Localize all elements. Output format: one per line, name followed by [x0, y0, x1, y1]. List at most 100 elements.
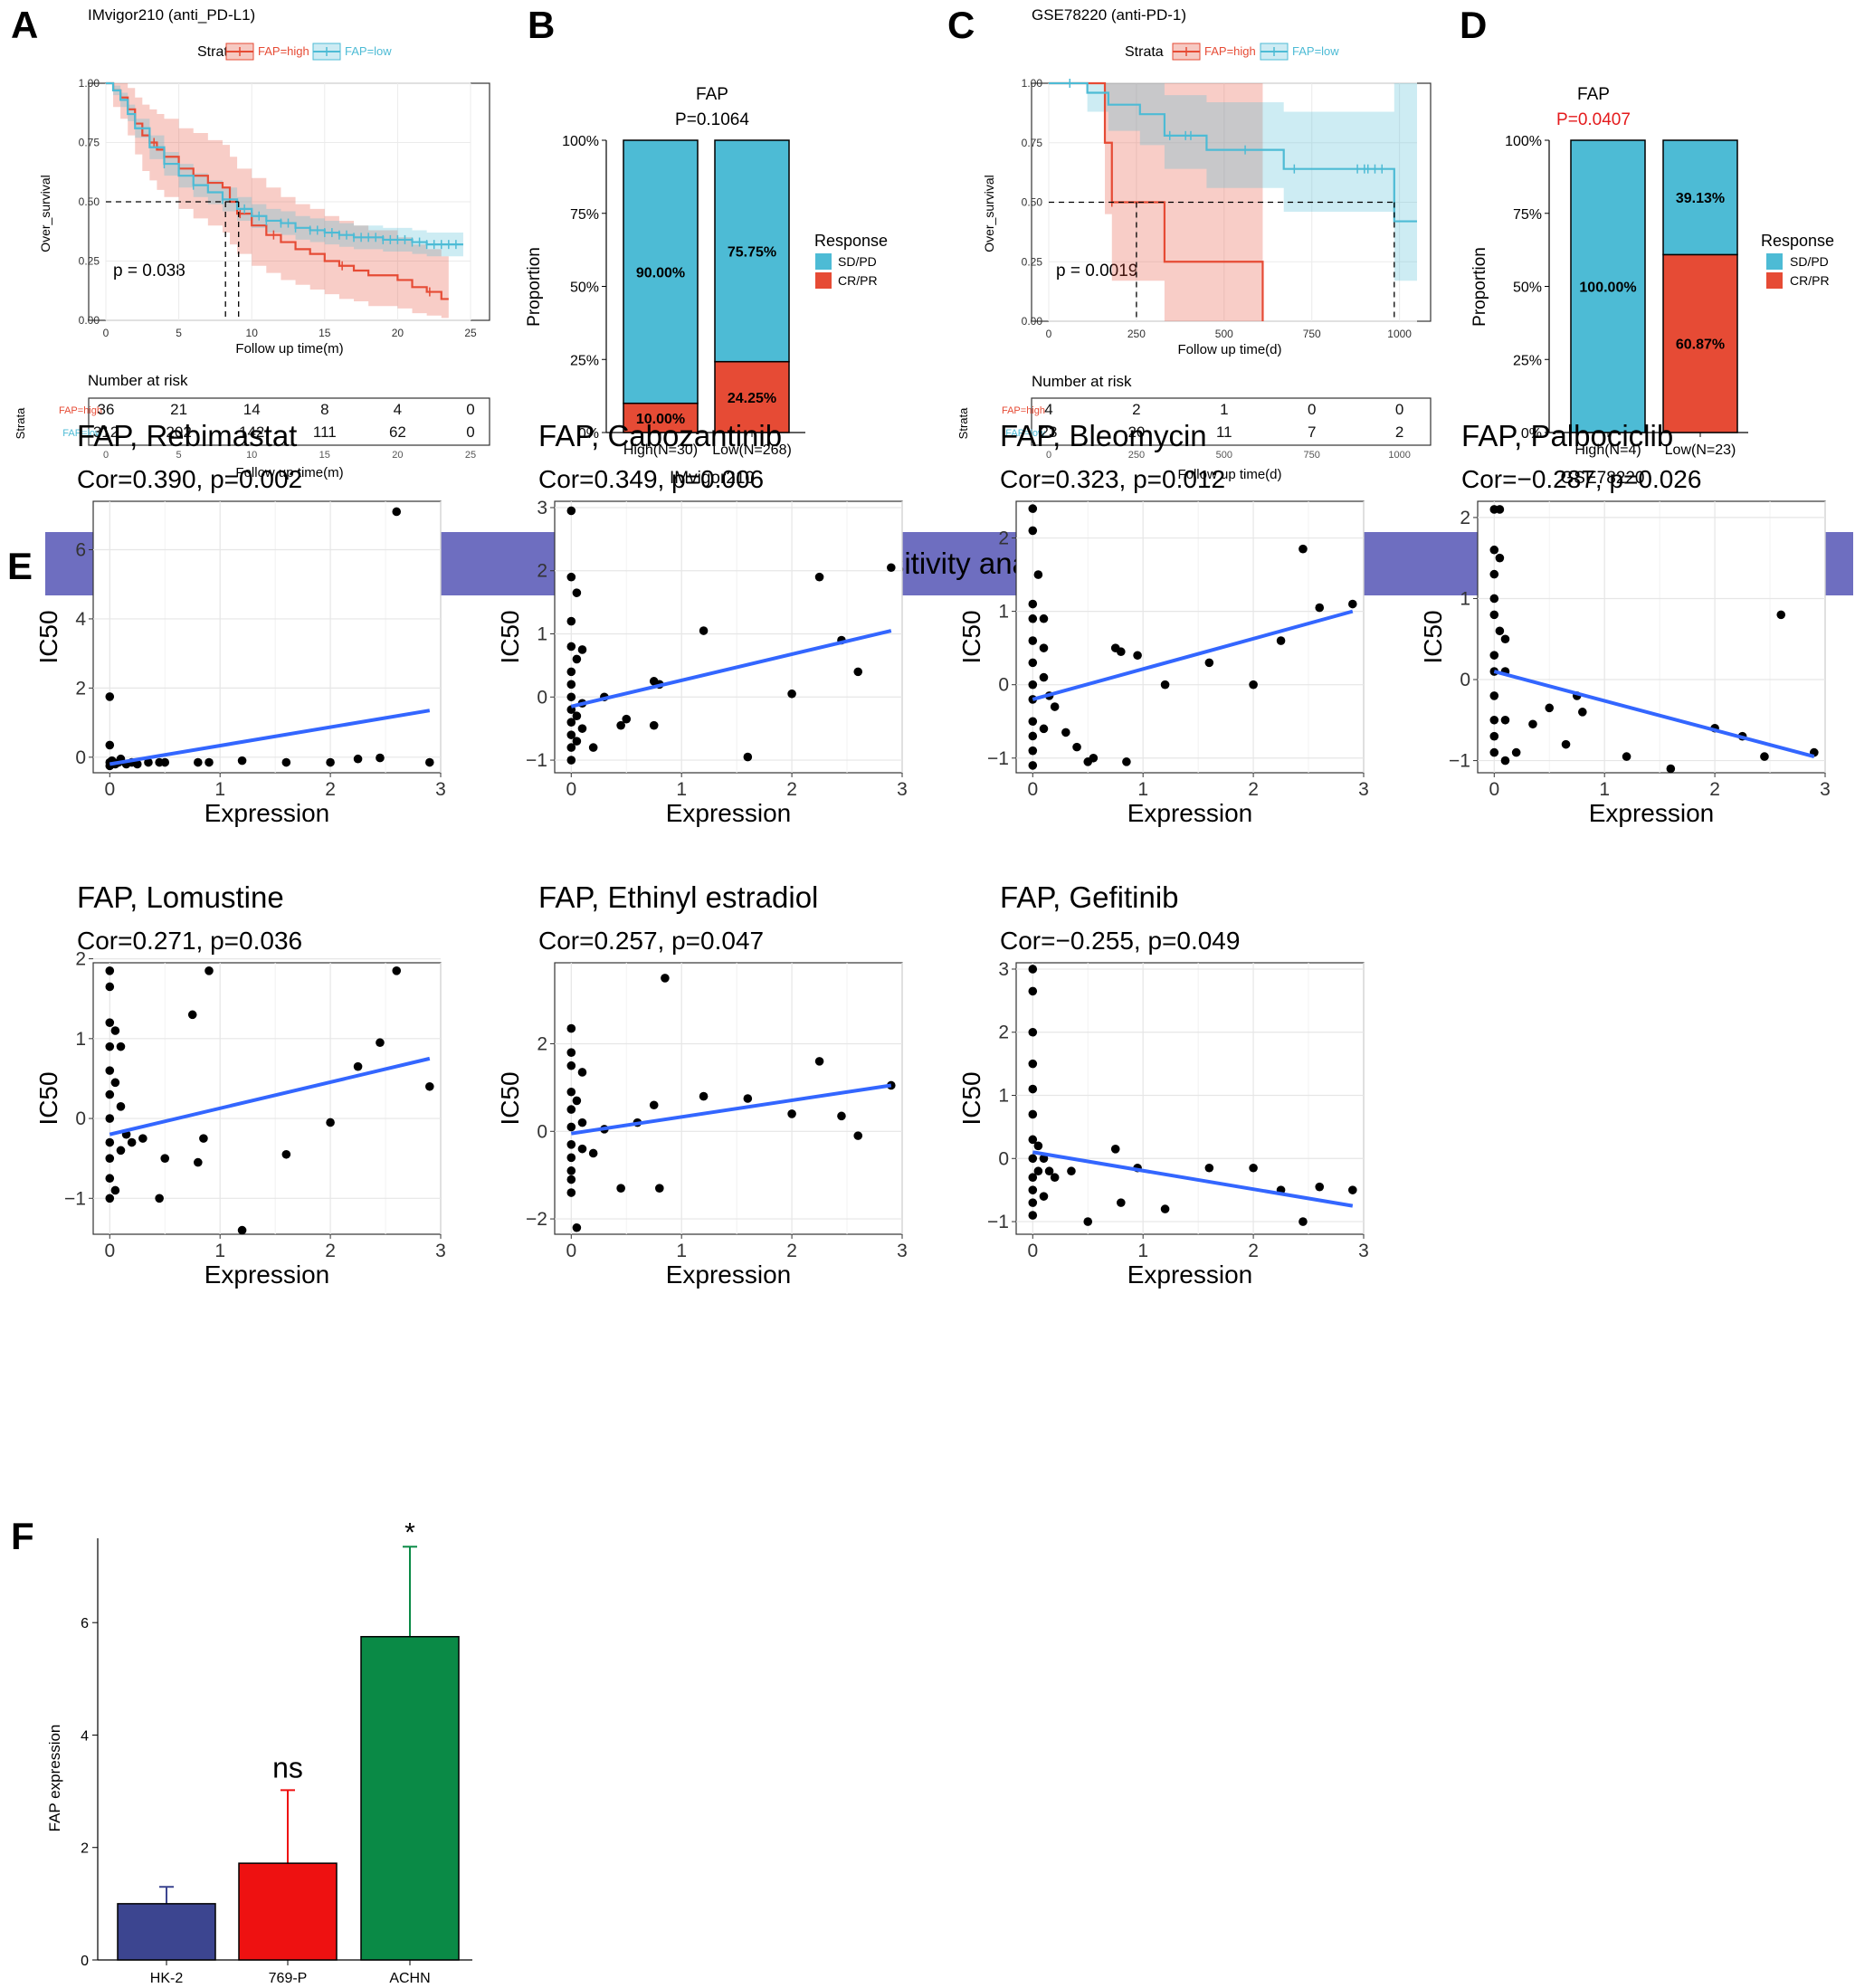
bar-b-ytick-0: 0% — [578, 426, 599, 442]
risk-c-value-0-3: 0 — [1308, 401, 1316, 418]
risk-a-value-0-5: 0 — [466, 401, 474, 418]
scatter-e6-point-14 — [577, 1118, 587, 1127]
scatter-e1-xtick-3: 3 — [435, 779, 446, 800]
scatter-e5-point-5 — [105, 1089, 115, 1099]
scatter-e4-xtick-0: 0 — [1489, 779, 1499, 800]
scatter-e1-point-13 — [160, 757, 170, 767]
scatter-e6-point-8 — [566, 1166, 576, 1175]
bar-d-legend-crpr-swatch — [1766, 272, 1783, 289]
scatter-e7-point-4 — [1028, 1084, 1038, 1094]
scatter-e2-point-25 — [649, 720, 659, 730]
km-a-xtick-3: 15 — [319, 327, 331, 339]
scatter-e1-point-10 — [132, 759, 142, 769]
km-c-pvalue: p = 0.0019 — [1056, 262, 1137, 281]
scatter-e7-xtick-0: 0 — [1027, 1241, 1038, 1261]
scatter-e6-xtick-3: 3 — [897, 1241, 908, 1261]
km-a-ytick-2: 0.50 — [79, 195, 100, 208]
scatter-e3-point-3 — [1028, 599, 1038, 609]
panel-f: FAP expression 0 2 4 6 HK-2 769-P ns ACHN * — [46, 1517, 472, 1986]
risk-a-strata-label: Strata — [14, 407, 27, 439]
bar-b-pvalue: P=0.1064 — [675, 110, 749, 129]
risk-c-value-1-2: 11 — [1216, 423, 1232, 441]
scatter-e5-point-12 — [110, 1078, 120, 1088]
scatter-e4-point-20 — [1545, 703, 1555, 713]
scatter-e2-point-14 — [572, 711, 582, 721]
scatter-e3-point-10 — [1028, 731, 1038, 741]
scatter-e2-xtick-0: 0 — [566, 779, 576, 800]
scatter-e2-point-29 — [814, 572, 824, 582]
scatter-e7-ylabel: IC50 — [957, 1071, 985, 1125]
scatter-e6-point-23 — [699, 1091, 709, 1101]
scatter-e7-point-19 — [1083, 1217, 1093, 1226]
scatter-e6-point-24 — [743, 1094, 753, 1103]
km-a-legend-high-label: FAP=high — [258, 44, 309, 58]
scatter-e2-ylabel: IC50 — [496, 610, 524, 663]
scatter-e6-point-20 — [649, 1100, 659, 1110]
scatter-e5-point-18 — [127, 1137, 137, 1147]
scatter-e3-fit-line — [1032, 609, 1354, 701]
km-c-ytick-0: 0.00 — [1022, 315, 1043, 328]
bar-f-annotation-2: * — [404, 1517, 415, 1547]
km-a-ylabel: Over_survival — [38, 175, 52, 252]
km-a-plot: 0 5 10 15 20 25 0.00 0.25 0.50 0.75 1.00 — [79, 77, 477, 339]
scatter-e7-xtick-1: 1 — [1137, 1241, 1148, 1261]
bar-d-ytick-0: 0% — [1521, 426, 1542, 442]
scatter-e5: FAP, Lomustine Cor=0.271, p=0.036 0 1 2 3 −1 0 1… — [34, 880, 446, 1289]
scatter-e5-fit-line — [109, 1056, 431, 1137]
scatter-e2-point-7 — [566, 680, 576, 690]
km-a-xtick-0: 0 — [103, 327, 109, 339]
scatter-e4-ytick-1: 0 — [1460, 670, 1470, 690]
bar-d-label-sdpd-1: 39.13% — [1676, 191, 1725, 206]
scatter-e7-point-18 — [1067, 1166, 1076, 1176]
scatter-e1-ytick-0: 0 — [75, 747, 86, 768]
scatter-e3-xtick-2: 2 — [1248, 779, 1259, 800]
scatter-e5-xtick-3: 3 — [435, 1241, 446, 1261]
km-c-ylabel: Over_survival — [982, 175, 996, 252]
scatter-e6-point-27 — [837, 1111, 846, 1121]
scatter-e6-point-15 — [577, 1144, 587, 1154]
scatter-e6-xtick-2: 2 — [786, 1241, 797, 1261]
bar-f-xtick-0: HK-2 — [150, 1971, 184, 1986]
scatter-e3-point-0 — [1028, 504, 1038, 513]
scatter-e1-point-11 — [144, 757, 153, 767]
scatter-e7-xlabel: Expression — [1127, 1260, 1253, 1289]
scatter-e5-point-1 — [105, 982, 115, 992]
scatter-e6-title: FAP, Ethinyl estradiol — [538, 880, 818, 914]
scatter-e6-ylabel: IC50 — [496, 1071, 524, 1125]
risk-a-value-1-4: 62 — [389, 423, 406, 441]
scatter-e2-point-32 — [887, 563, 896, 573]
bar-d-xtick-0: High(N=4) — [1574, 442, 1641, 458]
km-c-ci-band-FAP=low — [1049, 83, 1417, 281]
scatter-e5-point-3 — [105, 1042, 115, 1051]
scatter-e5-point-16 — [116, 1146, 126, 1156]
scatter-e1-point-1 — [105, 740, 115, 750]
scatter-e7-point-3 — [1028, 1059, 1038, 1069]
bar-f-plot: 0 2 4 6 HK-2 769-P ns ACHN * — [81, 1517, 472, 1986]
scatter-e3-ylabel: IC50 — [957, 610, 985, 663]
bar-d-xtick-1: Low(N=23) — [1665, 442, 1736, 458]
scatter-e6-xtick-1: 1 — [676, 1241, 687, 1261]
risk-a-value-0-3: 8 — [320, 401, 328, 418]
bar-d-title: FAP — [1577, 85, 1610, 104]
bar-d-segment-sdpd-1 — [1662, 139, 1738, 256]
scatter-e6-point-0 — [566, 1023, 576, 1033]
scatter-e1-xlabel: Expression — [205, 799, 330, 827]
scatter-e6-point-7 — [566, 1153, 576, 1163]
scatter-e5-ylabel: IC50 — [34, 1071, 62, 1125]
scatter-e5-point-24 — [199, 1134, 208, 1143]
scatter-e7: FAP, Gefitinib Cor=−0.255, p=0.049 0 1 2 3 −1 0… — [957, 880, 1369, 1289]
scatter-e4-point-5 — [1489, 594, 1499, 604]
scatter-e6-ytick-1: 0 — [537, 1121, 547, 1142]
risk-a-value-0-1: 21 — [170, 401, 187, 418]
scatter-e6-xlabel: Expression — [666, 1260, 792, 1289]
scatter-e1-ytick-2: 4 — [75, 609, 86, 630]
scatter-e7-point-7 — [1028, 1154, 1038, 1164]
risk-a-xtick-0: 0 — [103, 450, 109, 461]
scatter-e4-ytick-2: 1 — [1460, 588, 1470, 609]
scatter-e7-point-28 — [1315, 1182, 1325, 1192]
scatter-e7-ytick-1: 0 — [998, 1148, 1009, 1169]
scatter-e2-xtick-2: 2 — [786, 779, 797, 800]
km-c-xtick-3: 750 — [1303, 328, 1321, 340]
panel-letter-f: F — [11, 1515, 34, 1557]
bar-b-ytick-2: 50% — [570, 281, 599, 296]
